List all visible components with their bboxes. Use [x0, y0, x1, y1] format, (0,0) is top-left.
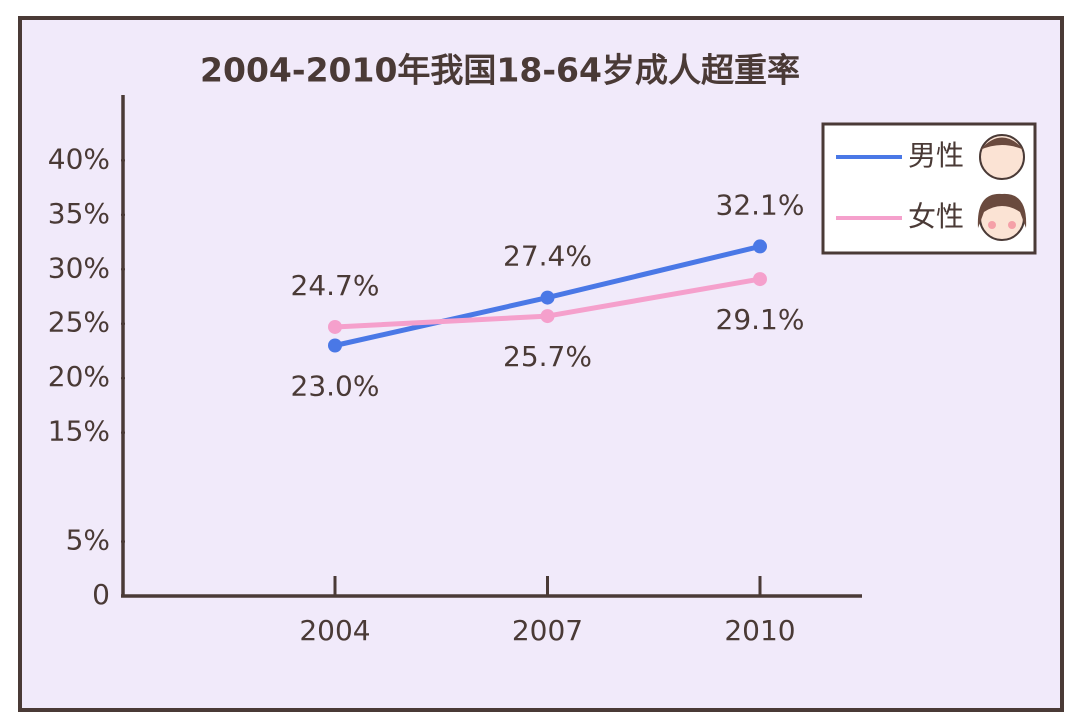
y-tick-label: 0 — [92, 578, 110, 611]
data-label: 27.4% — [503, 240, 592, 273]
y-tick-label: 5% — [66, 524, 110, 557]
point — [753, 239, 767, 254]
x-tick-label: 2010 — [724, 614, 795, 647]
chart-title: 2004-2010年我国18-64岁成人超重率 — [200, 51, 800, 90]
y-tick-label: 35% — [48, 197, 110, 230]
legend — [821, 122, 1037, 255]
data-label: 29.1% — [716, 303, 805, 336]
point — [328, 319, 342, 334]
y-tick-label: 20% — [48, 360, 110, 393]
data-label: 25.7% — [503, 340, 592, 373]
face-icon — [977, 134, 1027, 241]
point — [753, 272, 767, 287]
y-tick-label: 40% — [48, 142, 110, 175]
data-label: 23.0% — [291, 370, 380, 403]
point — [328, 338, 342, 353]
x-tick-label: 2004 — [299, 614, 370, 647]
legend-label: 男性 — [908, 139, 964, 172]
y-tick-label: 25% — [48, 306, 110, 339]
point — [540, 290, 555, 305]
data-label: 24.7% — [291, 269, 380, 302]
y-tick-label: 30% — [48, 251, 110, 284]
data-label: 32.1% — [716, 188, 805, 221]
point — [540, 309, 555, 324]
legend-label: 女性 — [908, 200, 964, 233]
y-tick-label: 15% — [48, 415, 110, 448]
x-tick-label: 2007 — [512, 614, 583, 647]
